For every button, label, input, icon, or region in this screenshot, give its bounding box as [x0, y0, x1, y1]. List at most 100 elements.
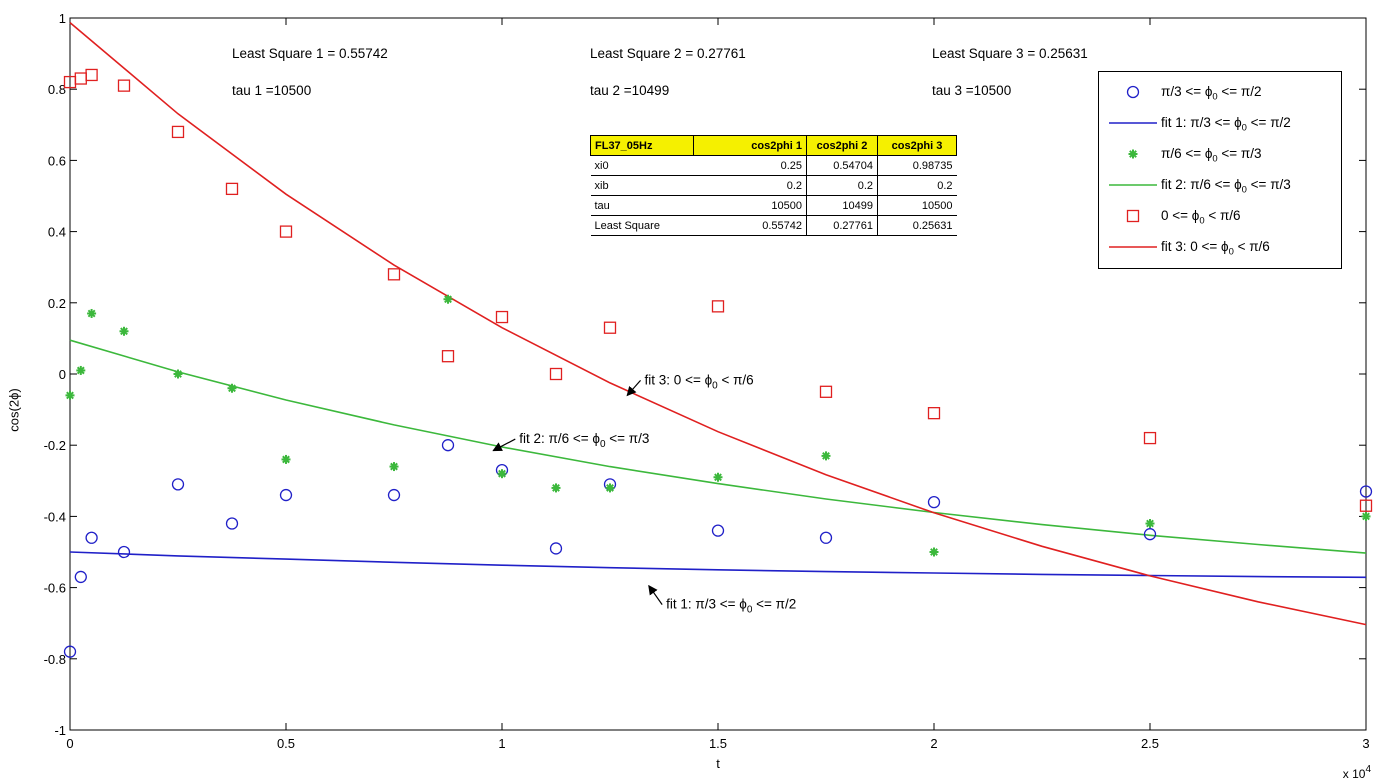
- data-point: [443, 294, 453, 304]
- legend-entry: π/3 <= ϕ0 <= π/2: [1099, 80, 1341, 104]
- data-point: [711, 300, 725, 313]
- data-point: [225, 517, 239, 530]
- data-point: [281, 454, 291, 464]
- table-cell: 0.98735: [877, 155, 957, 176]
- data-point: [441, 350, 455, 363]
- parameter-table: FL37_05Hz cos2phi 1 cos2phi 2 cos2phi 3 …: [590, 135, 957, 236]
- data-point: [74, 570, 87, 584]
- table-row: xi0 0.25 0.54704 0.98735: [590, 155, 957, 176]
- y-tick-label: 0.2: [48, 296, 66, 311]
- x-tick-label: 2: [930, 736, 937, 751]
- data-point: [927, 496, 941, 509]
- legend-entry: fit 1: π/3 <= ϕ0 <= π/2: [1099, 111, 1341, 135]
- data-point: [85, 68, 98, 82]
- x-axis-label: t: [716, 756, 720, 771]
- table-row: Least Square 0.55742 0.27761 0.25631: [590, 215, 957, 236]
- legend-label: fit 2: π/6 <= ϕ0 <= π/3: [1161, 177, 1291, 196]
- table-header-cell: cos2phi 3: [877, 135, 957, 156]
- table-cell: 0.54704: [806, 155, 878, 176]
- data-point: [117, 79, 131, 92]
- series-points: [63, 439, 1373, 658]
- data-point: [819, 531, 833, 544]
- star-stroke: [714, 473, 722, 482]
- data-point: [713, 472, 723, 482]
- data-point: [171, 478, 185, 491]
- data-point: [1359, 499, 1373, 512]
- star-stroke: [120, 327, 128, 336]
- table-cell: 10499: [806, 195, 878, 216]
- series-line: [69, 339, 1367, 554]
- legend-symbol: [1109, 246, 1157, 248]
- table-cell: 0.25631: [877, 215, 957, 236]
- tau-1: tau 1 =10500: [232, 83, 312, 98]
- data-point: [551, 483, 561, 493]
- table-cell: 0.2: [806, 175, 878, 196]
- legend-entry: fit 3: 0 <= ϕ0 < π/6: [1099, 235, 1341, 259]
- y-tick-label: -0.8: [44, 652, 66, 667]
- data-point: [227, 383, 237, 393]
- data-point: [76, 365, 86, 375]
- star-stroke: [498, 469, 506, 478]
- star-stroke: [76, 366, 85, 375]
- table-cell: 0.55742: [693, 215, 807, 236]
- annotation-label: fit 1: π/3 <= ϕ0 <= π/2: [666, 597, 796, 616]
- table-header-cell: cos2phi 1: [693, 135, 807, 156]
- data-point: [605, 483, 615, 493]
- legend-symbol: [1109, 122, 1157, 124]
- data-point: [495, 310, 509, 324]
- star-stroke: [930, 548, 938, 556]
- x-tick-label: 1: [498, 736, 505, 751]
- data-point: [225, 182, 239, 196]
- y-tick-label: -0.6: [44, 581, 66, 596]
- star-stroke: [606, 484, 614, 492]
- table-header-cell: FL37_05Hz: [590, 135, 694, 156]
- y-tick-label: -0.2: [44, 438, 66, 453]
- data-point: [1145, 519, 1155, 529]
- legend-marker: [1126, 209, 1140, 223]
- data-point: [279, 488, 293, 502]
- table-header-cell: cos2phi 2: [806, 135, 878, 156]
- x-tick-label: 3: [1362, 736, 1369, 751]
- y-tick-label: 0.4: [48, 225, 66, 240]
- star-stroke: [1129, 150, 1137, 158]
- star-stroke: [174, 370, 182, 378]
- annotation-arrow: [492, 438, 516, 452]
- data-point: [1361, 511, 1371, 521]
- table-cell: 10500: [693, 195, 807, 216]
- data-point: [389, 462, 399, 472]
- star-stroke: [552, 484, 560, 492]
- star-stroke: [390, 462, 398, 471]
- y-tick-label: 0.8: [48, 82, 66, 97]
- data-point: [711, 524, 725, 537]
- star-stroke: [1146, 519, 1154, 528]
- table-cell: 10500: [877, 195, 957, 216]
- data-point: [549, 367, 563, 381]
- data-point: [441, 439, 455, 452]
- data-point: [927, 407, 941, 420]
- data-point: [1143, 528, 1157, 541]
- least-square-2: Least Square 2 = 0.27761: [590, 46, 746, 61]
- annotation-label: fit 2: π/6 <= ϕ0 <= π/3: [519, 431, 649, 450]
- legend-entry: fit 2: π/6 <= ϕ0 <= π/3: [1099, 173, 1341, 197]
- data-point: [117, 545, 131, 559]
- legend-entry: 0 <= ϕ0 < π/6: [1099, 204, 1341, 228]
- legend-entry: π/6 <= ϕ0 <= π/3: [1099, 142, 1341, 166]
- star-stroke: [282, 455, 290, 464]
- data-point: [603, 321, 617, 334]
- data-point: [1143, 431, 1157, 445]
- legend-label: π/3 <= ϕ0 <= π/2: [1161, 84, 1262, 103]
- data-point: [1359, 485, 1373, 498]
- legend-symbol: [1128, 149, 1138, 159]
- y-tick-label: -0.4: [44, 509, 66, 524]
- legend-symbol: [1126, 209, 1140, 223]
- least-square-3: Least Square 3 = 0.25631: [932, 46, 1088, 61]
- star-stroke: [444, 295, 452, 304]
- star-stroke: [1362, 512, 1370, 521]
- data-point: [279, 225, 293, 238]
- annotation-label: fit 3: 0 <= ϕ0 < π/6: [645, 372, 754, 391]
- data-point: [119, 326, 129, 336]
- data-point: [173, 369, 183, 379]
- legend-marker: [1128, 149, 1138, 159]
- data-point: [65, 390, 75, 400]
